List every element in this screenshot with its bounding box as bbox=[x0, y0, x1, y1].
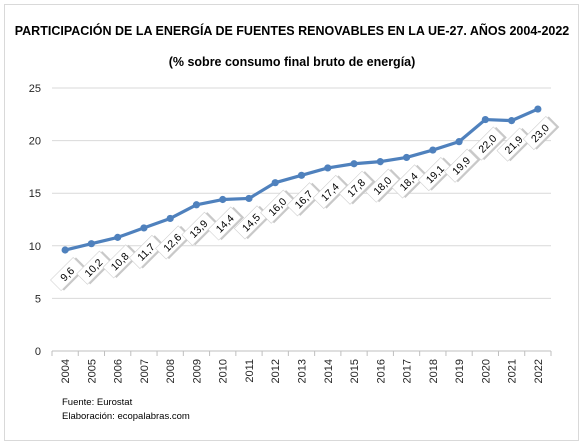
x-tick-label: 2016 bbox=[375, 359, 387, 383]
data-label-box bbox=[260, 189, 295, 224]
x-tick-label: 2011 bbox=[244, 359, 256, 383]
chart-frame bbox=[4, 4, 579, 441]
data-point bbox=[402, 153, 411, 162]
y-tick-label: 20 bbox=[29, 136, 41, 148]
data-point bbox=[245, 194, 253, 203]
data-label-box bbox=[365, 168, 400, 203]
x-tick-label: 2020 bbox=[480, 359, 492, 383]
data-point bbox=[114, 233, 122, 241]
data-point bbox=[61, 246, 69, 254]
data-label-box bbox=[522, 115, 557, 151]
y-tick-label: 5 bbox=[35, 293, 41, 305]
data-label-box bbox=[470, 126, 505, 161]
data-label-box bbox=[155, 225, 190, 260]
data-point bbox=[140, 224, 148, 232]
credit-note: Elaboración: ecopalabras.com bbox=[62, 411, 190, 422]
data-point bbox=[192, 201, 201, 209]
x-tick-label: 2006 bbox=[113, 359, 125, 383]
y-tick-label: 10 bbox=[29, 241, 41, 253]
chart-subtitle: (% sobre consumo final bruto de energía) bbox=[168, 55, 416, 69]
data-point bbox=[350, 160, 358, 168]
data-label-box bbox=[102, 244, 137, 279]
data-label-box bbox=[181, 211, 216, 246]
data-point bbox=[481, 115, 489, 124]
data-point bbox=[324, 164, 332, 172]
data-label-box bbox=[286, 182, 321, 217]
data-point bbox=[429, 146, 437, 154]
data-label-box bbox=[391, 164, 426, 199]
x-tick-label: 2017 bbox=[402, 359, 414, 383]
x-tick-label: 2013 bbox=[297, 359, 309, 383]
data-label-box bbox=[496, 127, 531, 162]
source-note: Fuente: Eurostat bbox=[62, 397, 133, 408]
data-label-box bbox=[207, 206, 242, 241]
data-point bbox=[376, 158, 384, 166]
x-tick-label: 2019 bbox=[454, 359, 466, 383]
x-tick-label: 2014 bbox=[323, 359, 335, 383]
chart-title: PARTICIPACIÓN DE LA ENERGÍA DE FUENTES R… bbox=[14, 24, 570, 38]
x-tick-label: 2009 bbox=[191, 359, 203, 383]
data-point bbox=[219, 195, 227, 204]
x-tick-label: 2010 bbox=[218, 359, 230, 383]
data-label-box bbox=[128, 234, 163, 269]
data-point bbox=[455, 138, 463, 146]
data-label-box bbox=[312, 174, 347, 209]
data-label-box bbox=[50, 256, 85, 292]
data-point bbox=[166, 214, 174, 223]
x-tick-label: 2015 bbox=[349, 359, 361, 383]
x-tick-label: 2005 bbox=[86, 359, 98, 383]
data-point bbox=[508, 117, 516, 125]
data-label-box bbox=[76, 250, 111, 285]
x-tick-label: 2018 bbox=[428, 359, 440, 383]
x-tick-label: 2004 bbox=[60, 359, 72, 383]
data-point bbox=[87, 240, 95, 248]
y-tick-label: 0 bbox=[35, 346, 41, 358]
data-point bbox=[271, 179, 279, 187]
data-point bbox=[534, 105, 542, 113]
y-tick-label: 15 bbox=[29, 188, 41, 200]
data-label-box bbox=[417, 157, 452, 192]
data-label-box bbox=[338, 170, 374, 205]
x-tick-label: 2008 bbox=[165, 359, 177, 383]
data-label-box bbox=[444, 148, 479, 183]
data-point bbox=[297, 171, 306, 179]
x-tick-label: 2022 bbox=[533, 359, 545, 383]
x-tick-label: 2012 bbox=[270, 359, 282, 383]
y-tick-label: 25 bbox=[29, 83, 41, 95]
x-tick-label: 2021 bbox=[507, 359, 519, 383]
series-line bbox=[63, 107, 540, 252]
x-tick-label: 2007 bbox=[139, 359, 151, 383]
